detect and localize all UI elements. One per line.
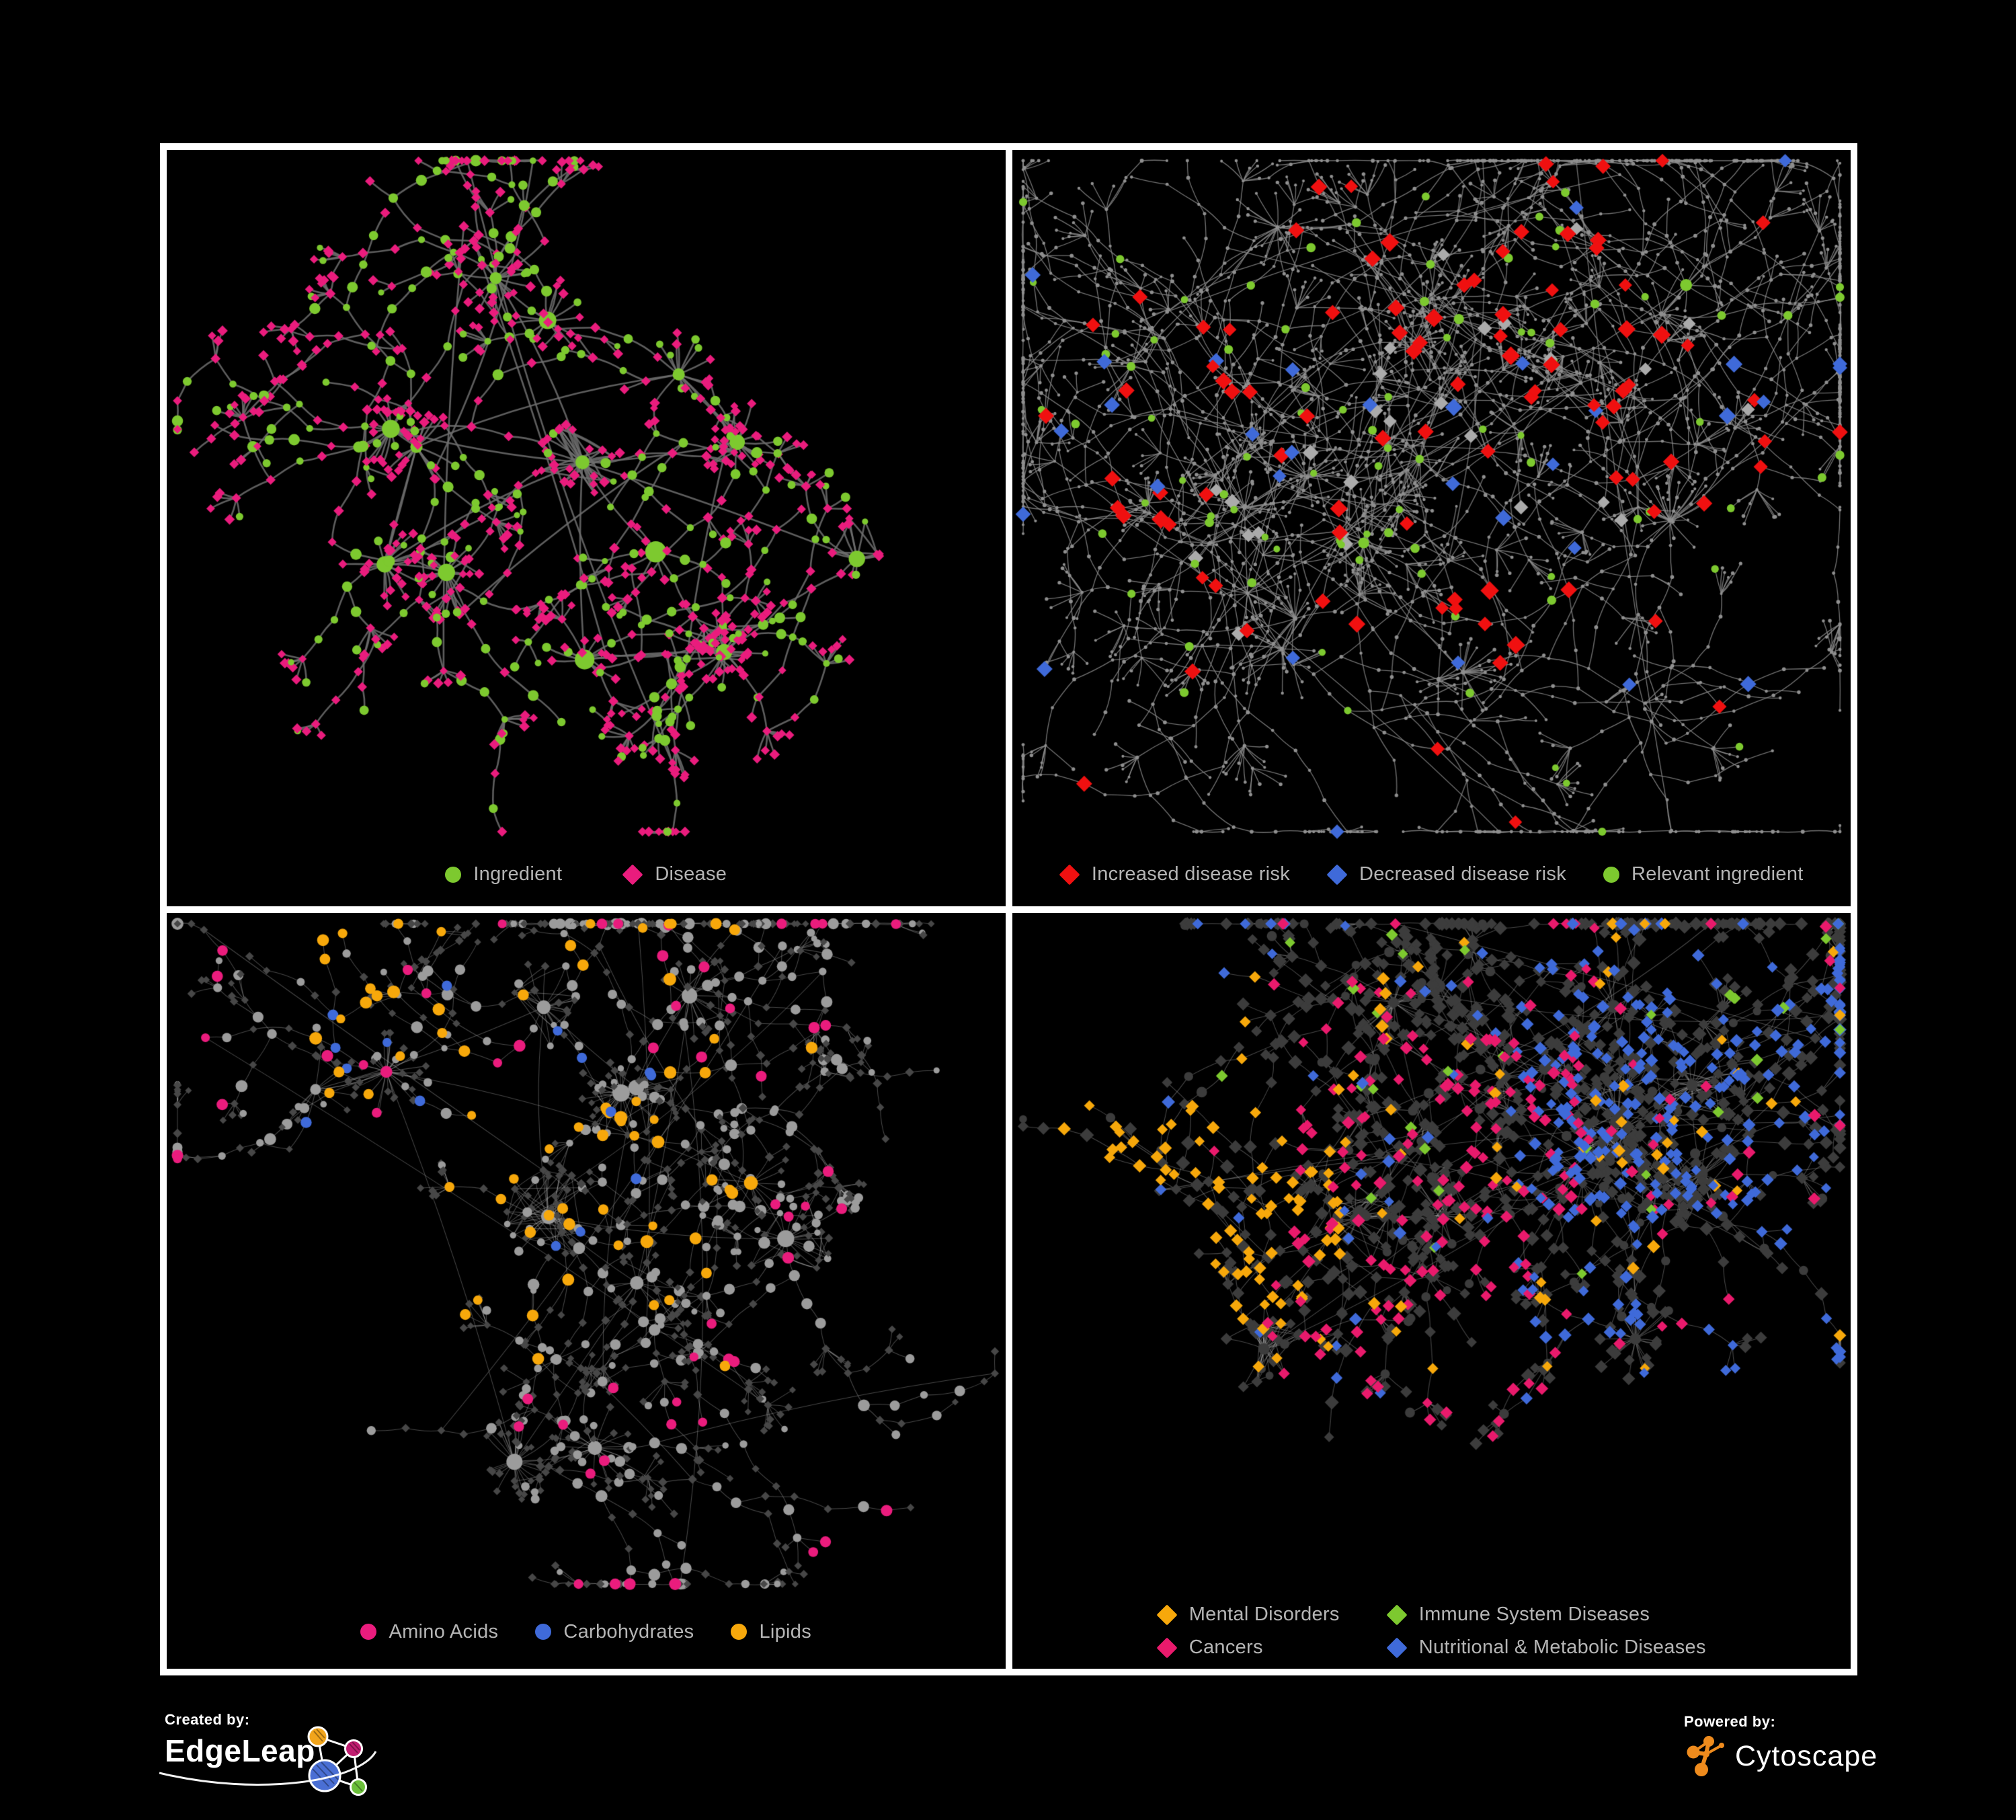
cytoscape-logo-icon: [1687, 1736, 1724, 1776]
legend-disease-classes: Mental Disorders Immune System Diseases …: [1012, 1593, 1851, 1669]
panel-disease-risk: Increased disease risk Decreased disease…: [1012, 150, 1851, 906]
legend-item: Amino Acids: [360, 1621, 498, 1643]
created-by-label: Created by:: [165, 1711, 250, 1728]
legend-item: Ingredient: [445, 863, 562, 885]
carbohydrates-marker-icon: [535, 1624, 552, 1640]
immune-system-diseases-marker-icon: [1386, 1604, 1408, 1626]
amino-acids-marker-icon: [360, 1624, 377, 1640]
network-canvas-disease-risk: [1012, 150, 1851, 842]
legend-item: Immune System Diseases: [1386, 1604, 1650, 1626]
cytoscape-brand-row: Cytoscape: [1684, 1735, 1878, 1778]
network-canvas-nutrient-classes: [167, 913, 1006, 1595]
legend-item: Mental Disorders: [1156, 1604, 1340, 1626]
edgeleap-brand-row: EdgeLeap: [165, 1726, 393, 1796]
network-area-nutrient-classes: [167, 913, 1006, 1595]
powered-by-label: Powered by:: [1684, 1713, 1776, 1730]
cytoscape-wordmark: Cytoscape: [1735, 1739, 1878, 1772]
legend-item: Decreased disease risk: [1326, 863, 1567, 885]
legend-item: Carbohydrates: [535, 1621, 694, 1643]
cancers-marker-icon: [1156, 1636, 1178, 1659]
legend-item: Cancers: [1156, 1636, 1263, 1659]
panel-disease-classes: Mental Disorders Immune System Diseases …: [1012, 913, 1851, 1669]
network-canvas-disease-classes: [1012, 913, 1851, 1593]
legend-ingredient-disease: Ingredient Disease: [167, 842, 1006, 906]
network-area-disease-risk: [1012, 150, 1851, 842]
legend-label: Cancers: [1188, 1636, 1263, 1658]
figure-grid: Ingredient Disease Increased disease ris…: [160, 143, 1857, 1675]
network-area-ingredient-disease: [167, 150, 1006, 842]
legend-item: Nutritional & Metabolic Diseases: [1386, 1636, 1706, 1659]
legend-label: Disease: [655, 863, 727, 885]
legend-item: Disease: [622, 863, 727, 885]
panel-nutrient-classes: Amino Acids Carbohydrates Lipids: [167, 913, 1006, 1669]
legend-item: Relevant ingredient: [1603, 863, 1804, 885]
legend-item: Lipids: [731, 1621, 811, 1643]
edgeleap-logo-icon: [307, 1726, 367, 1796]
legend-disease-risk: Increased disease risk Decreased disease…: [1012, 842, 1851, 906]
lipids-marker-icon: [731, 1624, 748, 1640]
network-area-disease-classes: [1012, 913, 1851, 1593]
edgeleap-credit: Created by: EdgeLeap: [159, 1711, 393, 1805]
increased-risk-marker-icon: [1059, 863, 1080, 885]
disease-marker-icon: [622, 863, 643, 885]
legend-label: Relevant ingredient: [1631, 863, 1804, 885]
legend-label: Lipids: [759, 1620, 812, 1643]
legend-label: Nutritional & Metabolic Diseases: [1418, 1636, 1706, 1658]
legend-nutrient-classes: Amino Acids Carbohydrates Lipids: [167, 1595, 1006, 1669]
cytoscape-credit: Powered by: Cytoscape: [1684, 1713, 1878, 1778]
legend-label: Amino Acids: [389, 1620, 499, 1643]
legend-item: Increased disease risk: [1059, 863, 1290, 885]
legend-label: Mental Disorders: [1188, 1604, 1340, 1625]
mental-disorders-marker-icon: [1156, 1604, 1178, 1626]
legend-label: Decreased disease risk: [1359, 863, 1567, 885]
legend-label: Ingredient: [473, 863, 563, 885]
ingredient-marker-icon: [445, 866, 462, 883]
legend-label: Immune System Diseases: [1418, 1604, 1650, 1625]
decreased-risk-marker-icon: [1326, 863, 1348, 885]
panel-ingredient-disease: Ingredient Disease: [167, 150, 1006, 906]
relevant-ingredient-marker-icon: [1603, 866, 1620, 883]
nutritional-metabolic-diseases-marker-icon: [1386, 1636, 1408, 1659]
network-canvas-ingredient-disease: [167, 150, 1006, 842]
legend-label: Increased disease risk: [1091, 863, 1291, 885]
legend-label: Carbohydrates: [563, 1620, 694, 1643]
